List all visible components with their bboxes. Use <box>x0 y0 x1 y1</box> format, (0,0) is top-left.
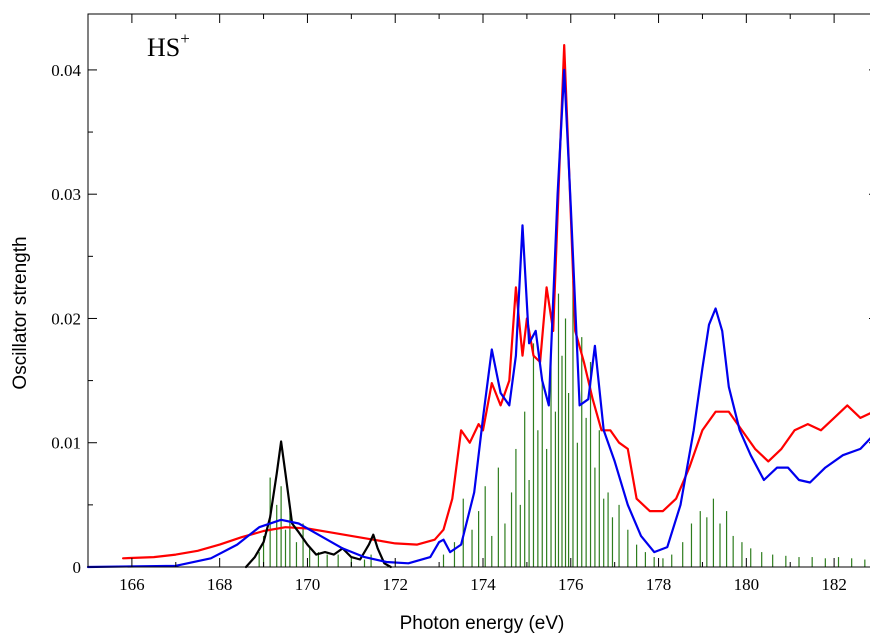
x-tick-label: 180 <box>734 575 760 594</box>
annotation-text: HS <box>147 33 180 62</box>
x-tick-label: 166 <box>119 575 145 594</box>
series-line-1 <box>86 68 870 569</box>
series-line-2 <box>244 440 392 569</box>
y-tick-label: 0 <box>73 558 82 577</box>
y-tick-label: 0.02 <box>51 309 81 328</box>
annotation-label: HS+ <box>147 29 190 62</box>
annotation-superscript: + <box>180 29 190 48</box>
curves-layer <box>86 43 870 569</box>
ticks-layer: 166 168 170 172 174 176 178 180 182 0 0.01 0.02 0.03… <box>51 14 870 594</box>
x-tick-label: 170 <box>295 575 321 594</box>
series-line-0 <box>121 43 870 560</box>
y-tick-label: 0.01 <box>51 434 81 453</box>
y-tick-label: 0.03 <box>51 185 81 204</box>
plot-frame <box>87 13 870 568</box>
x-tick-label: 174 <box>470 575 496 594</box>
x-tick-label: 182 <box>821 575 847 594</box>
y-axis-title: Oscillator strength <box>10 236 31 389</box>
x-tick-label: 176 <box>558 575 584 594</box>
x-axis-title: Photon energy (eV) <box>400 613 565 634</box>
stick-spectrum-layer <box>258 281 866 567</box>
x-tick-label: 172 <box>382 575 408 594</box>
x-tick-label: 168 <box>207 575 233 594</box>
x-tick-label: 178 <box>646 575 672 594</box>
y-tick-label: 0.04 <box>51 61 81 80</box>
